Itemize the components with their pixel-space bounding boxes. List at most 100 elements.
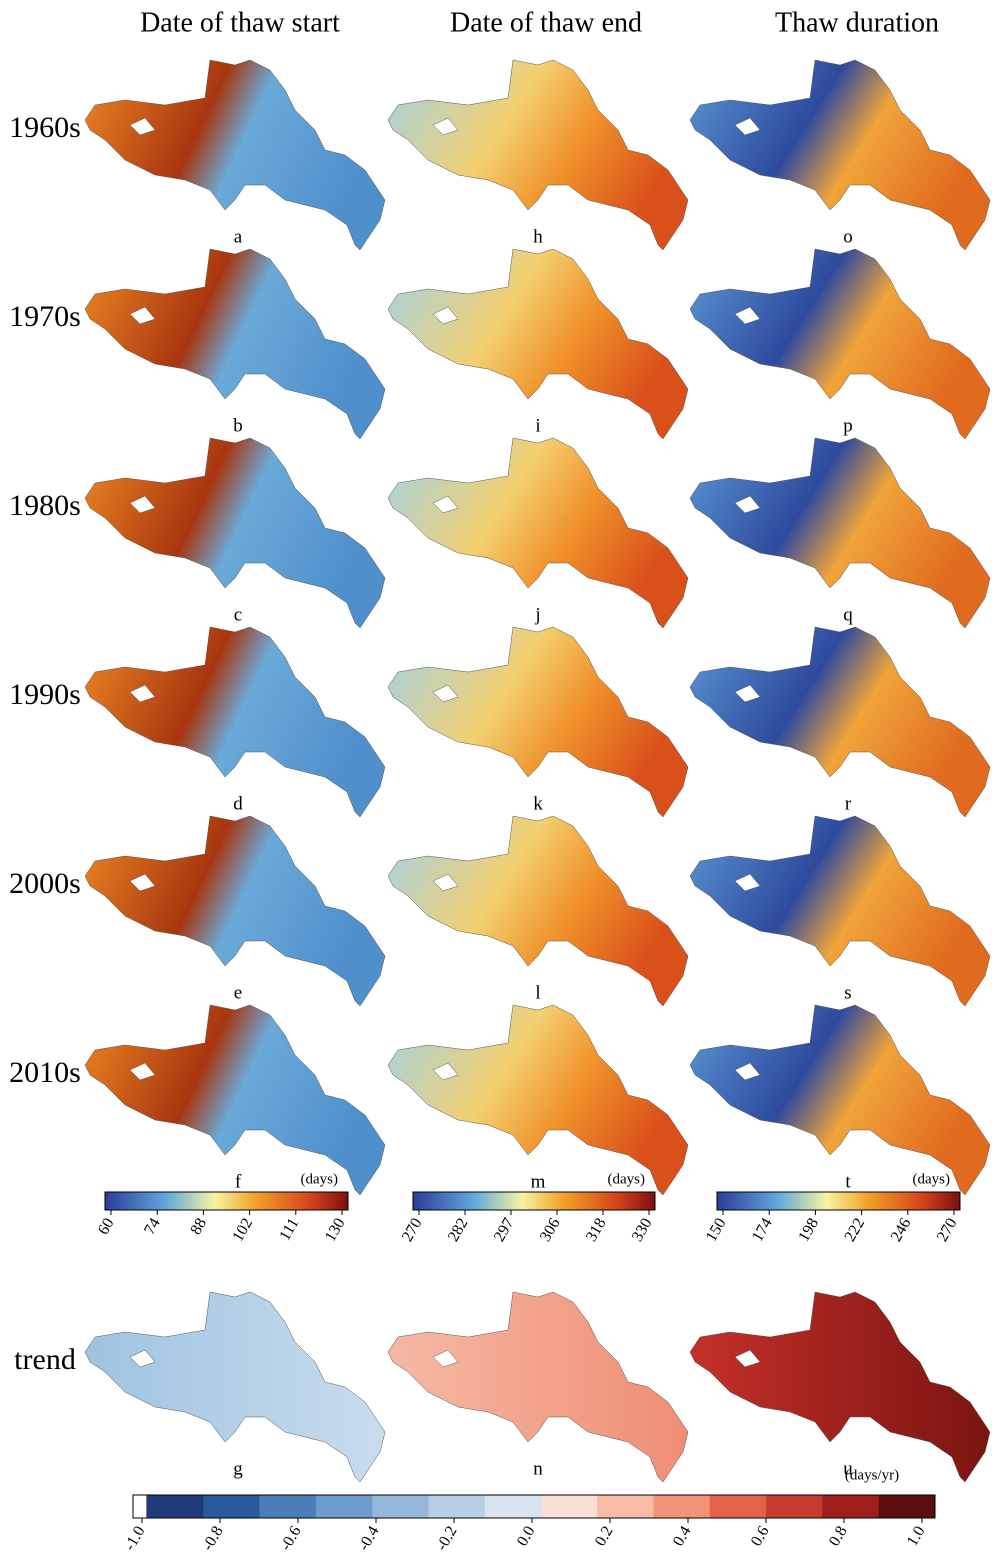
- tick-label: 270: [399, 1215, 426, 1244]
- map: [84, 248, 386, 440]
- colorbar-unit: (days): [913, 1171, 951, 1187]
- map: [387, 815, 689, 1007]
- column-title: Thaw duration: [775, 7, 939, 38]
- tick-label: 60: [95, 1215, 118, 1237]
- map: [84, 1004, 386, 1196]
- map: [387, 437, 689, 629]
- map: [689, 1291, 991, 1483]
- colorbar-block: [709, 1495, 767, 1518]
- panel-letter: b: [233, 415, 243, 436]
- panel-letter: o: [843, 226, 853, 247]
- map: [84, 815, 386, 1007]
- colorbar-block: [597, 1495, 655, 1518]
- map: [689, 437, 991, 629]
- tick-label: 0.0: [514, 1523, 539, 1549]
- map: [84, 59, 386, 251]
- map: [689, 815, 991, 1007]
- column-title: Date of thaw end: [450, 7, 642, 38]
- tick-label: 282: [445, 1215, 472, 1244]
- colorbar: [412, 1191, 656, 1211]
- tick-label: 270: [934, 1215, 961, 1244]
- row-label: 1980s: [9, 489, 81, 522]
- colorbar-block: [878, 1495, 936, 1518]
- tick-label: 306: [537, 1215, 564, 1244]
- tick-label: 174: [749, 1215, 776, 1244]
- colorbar-block: [653, 1495, 711, 1518]
- panel-letter: c: [234, 604, 242, 625]
- tick-label: 130: [322, 1215, 349, 1244]
- row-label: 2000s: [9, 867, 81, 900]
- tick-label: 330: [629, 1215, 656, 1244]
- map: [689, 626, 991, 818]
- colorbar-block: [372, 1495, 429, 1518]
- row-label: 2010s: [9, 1056, 81, 1089]
- panel-letter: m: [531, 1171, 546, 1192]
- map: [387, 1004, 689, 1196]
- colorbar-block: [203, 1495, 261, 1518]
- map: [387, 1291, 689, 1483]
- panel-letter: s: [844, 982, 851, 1003]
- tick-label: 88: [187, 1215, 210, 1237]
- map: [387, 248, 689, 440]
- colorbar-block: [147, 1495, 204, 1518]
- panel-letter: i: [535, 415, 540, 436]
- tick-label: 0.2: [592, 1523, 617, 1549]
- tick-label: 102: [230, 1215, 257, 1244]
- colorbar-block: [484, 1495, 542, 1518]
- tick-label: 318: [583, 1215, 610, 1244]
- colorbar-block: [428, 1495, 486, 1518]
- map: [84, 437, 386, 629]
- tick-label: 0.6: [748, 1523, 773, 1549]
- colorbar-block: [541, 1495, 598, 1518]
- colorbar-block: [315, 1495, 373, 1518]
- tick-label: 0.4: [670, 1523, 695, 1549]
- panel-letter: u: [843, 1458, 853, 1479]
- colorbar-under: [132, 1494, 148, 1519]
- panel-letter: j: [534, 604, 540, 625]
- panel-letter: f: [235, 1171, 242, 1192]
- tick-label: 0.8: [826, 1523, 851, 1549]
- panel-letter: p: [843, 415, 853, 436]
- tick-label: 1.0: [904, 1523, 929, 1549]
- colorbar-unit: (days): [301, 1171, 339, 1187]
- colorbar: [104, 1191, 349, 1211]
- tick-label: -1.0: [121, 1523, 148, 1553]
- panel-letter: h: [533, 226, 543, 247]
- column-title: Date of thaw start: [140, 7, 340, 38]
- tick-label: -0.4: [355, 1523, 382, 1553]
- map: [387, 626, 689, 818]
- colorbar-block: [822, 1495, 880, 1518]
- panel-letter: g: [233, 1458, 243, 1479]
- tick-label: 111: [276, 1215, 302, 1243]
- tick-label: 246: [888, 1215, 915, 1244]
- colorbar-block: [259, 1495, 317, 1518]
- map: [84, 626, 386, 818]
- tick-label: 222: [842, 1215, 869, 1244]
- map: [689, 248, 991, 440]
- map: [84, 1291, 386, 1483]
- map: [689, 59, 991, 251]
- panel-letter: l: [535, 982, 540, 1003]
- tick-label: 150: [703, 1215, 730, 1244]
- colorbar-unit: (days): [608, 1171, 646, 1187]
- row-label: 1960s: [9, 111, 81, 144]
- tick-label: -0.2: [433, 1523, 460, 1553]
- panel-letter: r: [845, 793, 852, 814]
- row-label: 1970s: [9, 300, 81, 333]
- panel-letter: k: [533, 793, 543, 814]
- panel-letter: e: [234, 982, 242, 1003]
- row-label: 1990s: [9, 678, 81, 711]
- panel-letter: n: [533, 1458, 543, 1479]
- row-label: trend: [14, 1343, 76, 1376]
- tick-label: -0.8: [199, 1523, 226, 1553]
- map: [387, 59, 689, 251]
- panel-letter: t: [845, 1171, 851, 1192]
- tick-label: 297: [491, 1215, 518, 1244]
- map: [689, 1004, 991, 1196]
- colorbar-unit: (days/yr): [845, 1467, 899, 1483]
- colorbar: [716, 1191, 961, 1211]
- tick-label: -0.6: [277, 1523, 304, 1553]
- colorbar-frame: [132, 1494, 936, 1519]
- panel-letter: a: [234, 226, 243, 247]
